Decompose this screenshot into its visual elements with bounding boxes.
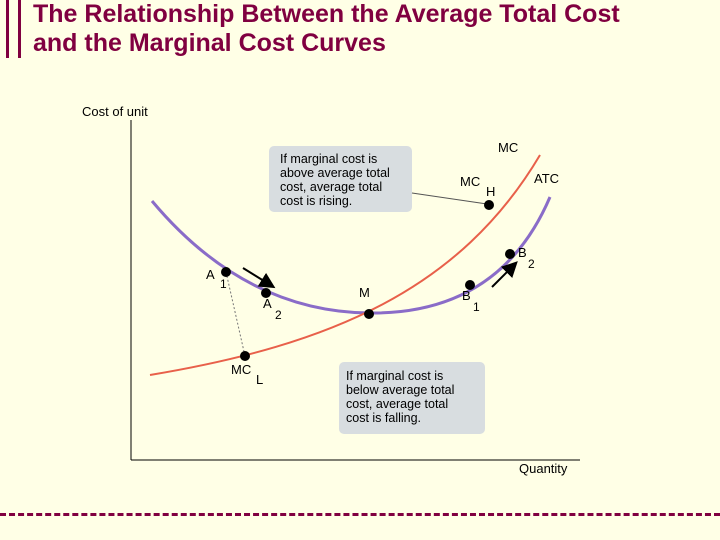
label-mcl-sub: L xyxy=(256,372,263,387)
note-above-text: If marginal cost is above average total … xyxy=(280,152,393,208)
label-b1: B xyxy=(462,288,471,303)
note-below-text: If marginal cost is below average total … xyxy=(346,369,458,425)
atc-curve xyxy=(150,196,552,315)
x-axis-label: Quantity xyxy=(519,461,568,476)
y-axis-label: Cost of unit xyxy=(82,104,148,119)
point-m xyxy=(364,309,374,319)
label-a2-sub: 2 xyxy=(275,308,282,322)
falling-arrow-icon xyxy=(242,267,276,289)
mc-curve xyxy=(149,154,541,376)
label-m: M xyxy=(359,285,370,300)
point-a2 xyxy=(261,288,271,298)
note-below-line-1: If marginal cost is xyxy=(346,369,443,383)
label-a2: A xyxy=(263,296,272,311)
note-below-line-2: below average total xyxy=(346,383,454,397)
point-mcl xyxy=(240,351,250,361)
note-below-line-3: cost, average total xyxy=(346,397,448,411)
note-below-line-4: cost is falling. xyxy=(346,411,421,425)
label-mcl: MC xyxy=(231,362,251,377)
note-below-box xyxy=(339,362,485,434)
label-b1-sub: 1 xyxy=(473,300,480,314)
note-above-line-3: cost, average total xyxy=(280,180,382,194)
a1-to-mcl-dotted-line xyxy=(225,271,246,357)
title-accent-bar xyxy=(6,0,21,58)
label-b2-sub: 2 xyxy=(528,257,535,271)
page-title: The Relationship Between the Average Tot… xyxy=(33,0,620,58)
note-above-line-4: cost is rising. xyxy=(280,194,352,208)
note-above-line-1: If marginal cost is xyxy=(280,152,377,166)
title-line-2: and the Marginal Cost Curves xyxy=(33,29,386,57)
label-a1: A xyxy=(206,267,215,282)
label-b2: B xyxy=(518,245,527,260)
point-b2 xyxy=(505,249,515,259)
label-mch-sub: H xyxy=(486,184,495,199)
point-a1 xyxy=(221,267,231,277)
point-mch xyxy=(484,200,494,210)
label-a1-sub: 1 xyxy=(220,277,227,291)
point-b1 xyxy=(465,280,475,290)
note-above-box xyxy=(269,146,412,212)
mc-curve-label: MC xyxy=(498,140,518,155)
label-mch: MC xyxy=(460,174,480,189)
bottom-dashed-rule xyxy=(0,513,720,516)
note-above-line-2: above average total xyxy=(280,166,390,180)
rising-arrow-icon xyxy=(491,261,518,288)
atc-curve-label: ATC xyxy=(534,171,559,186)
title-line-1: The Relationship Between the Average Tot… xyxy=(33,0,620,28)
note-above-leader xyxy=(411,192,488,205)
